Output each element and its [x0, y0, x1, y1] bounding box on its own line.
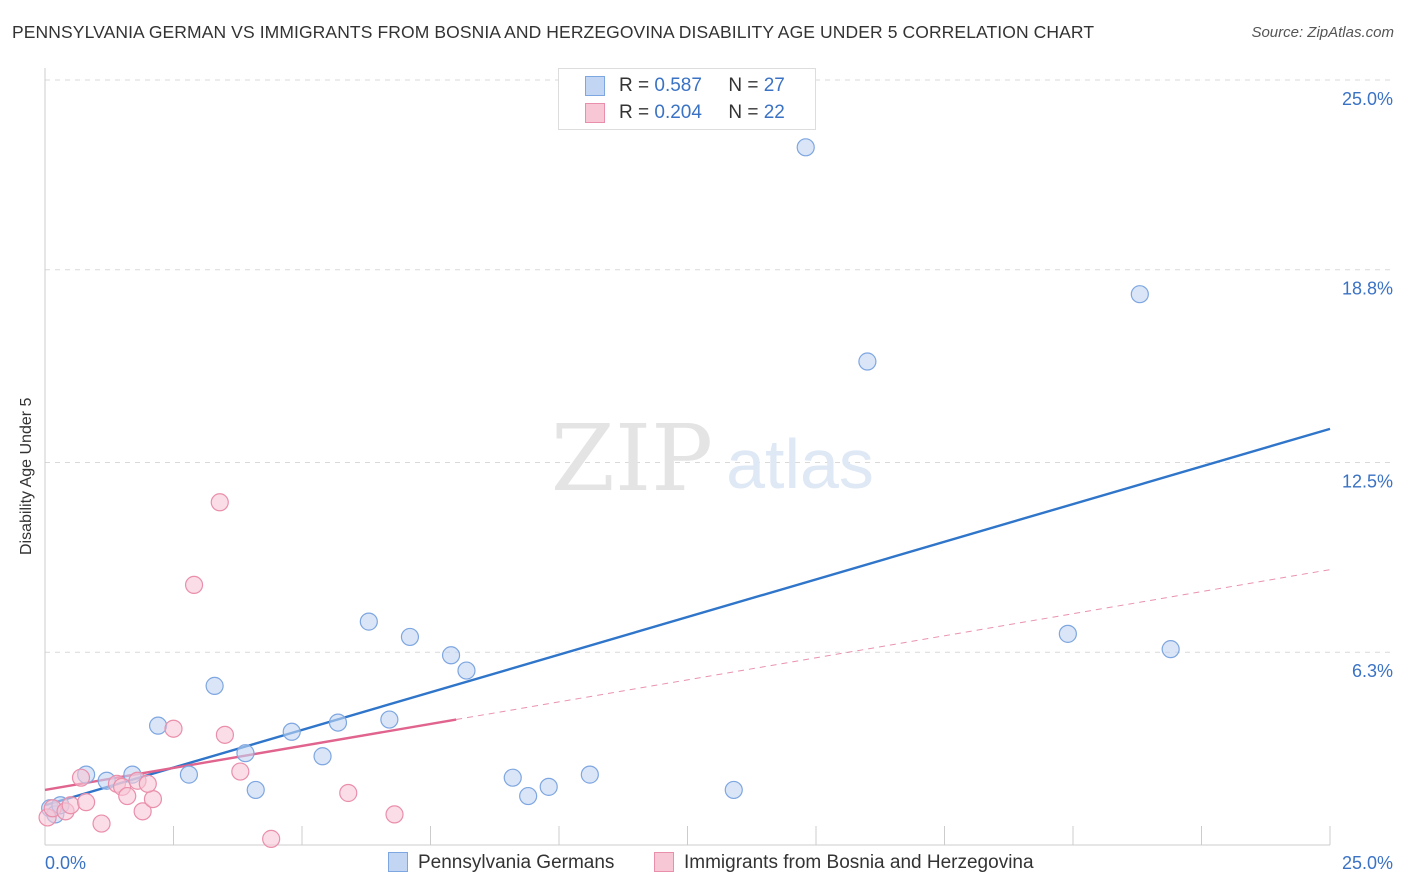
x-tick-label: 0.0%: [45, 853, 86, 873]
stats-r-value: 0.587: [654, 75, 702, 96]
data-point-pink: [215, 725, 234, 744]
x-tick-label: 25.0%: [1342, 853, 1393, 873]
y-axis-label: Disability Age Under 5: [18, 397, 35, 555]
stats-n-label: N =: [728, 102, 759, 123]
y-tick-label: 18.8%: [1342, 279, 1393, 299]
data-point-pink: [339, 783, 358, 803]
data-point-pink: [210, 493, 229, 512]
stats-swatch-pink: [585, 103, 605, 123]
data-point-blue: [328, 713, 348, 732]
data-point-blue: [539, 777, 558, 796]
data-point-blue: [313, 747, 332, 766]
data-point-blue: [724, 780, 743, 800]
data-point-blue: [148, 716, 168, 735]
stats-r-label: R =: [619, 102, 650, 123]
data-point-blue: [457, 661, 476, 680]
y-tick-label: 6.3%: [1352, 661, 1393, 681]
stats-n-value: 22: [763, 102, 785, 123]
source-label: Source: ZipAtlas.com: [1251, 24, 1394, 41]
data-point-blue: [179, 765, 199, 784]
data-point-pink: [262, 829, 281, 848]
data-point-blue: [580, 765, 599, 784]
y-tick-label: 25.0%: [1342, 89, 1393, 109]
data-point-blue: [205, 676, 224, 695]
data-point-blue: [400, 627, 420, 647]
trendline-extension-pink: [456, 569, 1331, 721]
grid-lines: [45, 79, 1392, 653]
legend-swatch-blue: [388, 852, 408, 872]
data-point-pink: [118, 786, 137, 806]
data-point-blue: [359, 612, 378, 631]
data-point-blue: [282, 722, 301, 741]
data-point-blue: [503, 768, 522, 787]
legend-swatch-pink: [654, 852, 674, 872]
data-points: [38, 138, 1180, 848]
tick-labels: 6.3% 12.5% 18.8% 25.0% 0.0% 25.0%: [45, 89, 1393, 873]
axes: [44, 68, 1331, 846]
data-point-blue: [1161, 640, 1180, 659]
data-point-pink: [385, 805, 404, 824]
legend-label: Immigrants from Bosnia and Herzegovina: [684, 852, 1034, 873]
data-point-pink: [92, 814, 111, 833]
data-point-pink: [164, 719, 183, 738]
stats-n-value: 27: [763, 75, 785, 96]
data-point-blue: [796, 138, 815, 157]
data-point-blue: [1058, 624, 1077, 643]
y-tick-label: 12.5%: [1342, 472, 1393, 492]
data-point-blue: [246, 780, 265, 800]
data-point-pink: [71, 768, 91, 787]
data-point-blue: [519, 786, 538, 806]
data-point-blue: [236, 744, 255, 763]
watermark-zip: ZIP: [551, 405, 713, 512]
data-point-blue: [441, 646, 461, 665]
legend-label: Pennsylvania Germans: [418, 852, 615, 873]
data-point-pink: [61, 796, 80, 815]
data-point-pink: [133, 802, 152, 821]
data-point-blue: [1130, 285, 1149, 304]
trendline-blue: [44, 427, 1331, 807]
data-point-pink: [77, 793, 96, 812]
stats-n-label: N =: [728, 75, 759, 96]
data-point-pink: [231, 762, 250, 781]
data-point-pink: [138, 774, 157, 793]
data-point-blue: [858, 352, 877, 371]
watermark: ZIP atlas: [551, 405, 874, 512]
watermark-atlas: atlas: [726, 425, 874, 503]
data-point-pink: [143, 789, 163, 809]
stats-swatch-blue: [585, 76, 605, 96]
data-point-pink: [184, 575, 204, 595]
chart-title: PENNSYLVANIA GERMAN VS IMMIGRANTS FROM B…: [12, 22, 1095, 42]
data-point-blue: [380, 710, 399, 729]
stats-box: R = 0.587 N = 27 R = 0.204 N = 22: [558, 68, 816, 130]
stats-r-value: 0.204: [654, 102, 702, 123]
stats-r-label: R =: [619, 75, 650, 96]
